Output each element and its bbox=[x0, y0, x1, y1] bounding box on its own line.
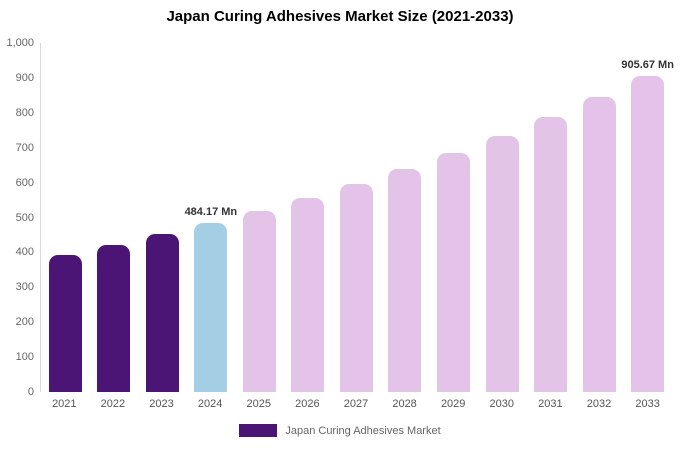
y-tick-label: 100 bbox=[15, 351, 34, 364]
y-tick-label: 600 bbox=[15, 176, 34, 189]
bar-2024 bbox=[194, 223, 228, 392]
x-tick-label-2021: 2021 bbox=[52, 398, 77, 410]
bar-slot-2028 bbox=[381, 43, 430, 392]
bar-slot-2027 bbox=[332, 43, 381, 392]
x-tick-label-2033: 2033 bbox=[635, 398, 660, 410]
x-tick-label-2030: 2030 bbox=[489, 398, 515, 410]
value-label-2033: 905.67 Mn bbox=[621, 58, 674, 71]
bar-slot-2025 bbox=[235, 43, 284, 392]
legend-label: Japan Curing Adhesives Market bbox=[285, 424, 441, 437]
x-tick-label-2024: 2024 bbox=[197, 398, 223, 410]
bar-slot-2032 bbox=[575, 43, 624, 392]
x-tick-label-2031: 2031 bbox=[538, 398, 563, 410]
bar-slot-2029 bbox=[429, 43, 478, 392]
bar-2022 bbox=[97, 245, 131, 392]
bar-slot-2030 bbox=[478, 43, 527, 392]
bar-slot-2023 bbox=[138, 43, 187, 392]
bar-slot-2033: 905.67 Mn bbox=[621, 43, 674, 392]
x-tick-label-2032: 2032 bbox=[586, 398, 612, 410]
x-tick-label-2029: 2029 bbox=[440, 398, 466, 410]
x-tick-label-2026: 2026 bbox=[295, 398, 320, 410]
bar-2026 bbox=[291, 197, 325, 392]
bar-2021 bbox=[48, 254, 82, 392]
bar-slot-2026 bbox=[284, 43, 333, 392]
bar-2023 bbox=[145, 234, 179, 392]
chart-legend: Japan Curing Adhesives Market bbox=[0, 424, 680, 437]
bar-2029 bbox=[437, 152, 471, 392]
bar-2028 bbox=[388, 168, 422, 392]
plot-area: 484.17 Mn 905.67 Mn bbox=[40, 43, 674, 392]
y-tick-label: 900 bbox=[15, 71, 34, 84]
x-tick-label-2023: 2023 bbox=[149, 398, 174, 410]
y-axis-labels: 0 100 200 300 400 500 600 700 800 900 1,000 bbox=[0, 37, 38, 398]
x-tick-label-2027: 2027 bbox=[343, 398, 369, 410]
bar-2027 bbox=[339, 183, 373, 392]
y-tick-label: 200 bbox=[15, 316, 34, 329]
x-tick-label-2022: 2022 bbox=[100, 398, 126, 410]
y-tick-label: 800 bbox=[15, 106, 34, 119]
y-tick-label: 500 bbox=[15, 211, 34, 224]
bar-slot-2024: 484.17 Mn bbox=[184, 43, 238, 392]
x-axis-labels: 2021 2022 2023 2024 2025 2026 2027 2028 2029 2030… bbox=[40, 398, 672, 410]
y-tick-label: 0 bbox=[27, 386, 34, 398]
chart-title: Japan Curing Adhesives Market Size (2021… bbox=[166, 8, 514, 25]
y-tick-label: 400 bbox=[15, 246, 34, 259]
y-tick-label: 300 bbox=[15, 281, 34, 294]
y-tick-label: 1,000 bbox=[6, 37, 34, 49]
legend-swatch bbox=[239, 424, 278, 437]
x-tick-label-2025: 2025 bbox=[246, 398, 271, 410]
bar-2032 bbox=[582, 97, 616, 392]
bar-slot-2031 bbox=[526, 43, 575, 392]
bar-slot-2022 bbox=[90, 43, 139, 392]
bar-slot-2021 bbox=[41, 43, 90, 392]
y-tick-label: 700 bbox=[15, 141, 34, 154]
bar-2030 bbox=[485, 135, 519, 392]
bar-2025 bbox=[242, 210, 276, 392]
x-tick-label-2028: 2028 bbox=[392, 398, 417, 410]
bar-2031 bbox=[534, 117, 568, 392]
bar-2033 bbox=[631, 75, 665, 392]
value-label-2024: 484.17 Mn bbox=[184, 206, 238, 219]
